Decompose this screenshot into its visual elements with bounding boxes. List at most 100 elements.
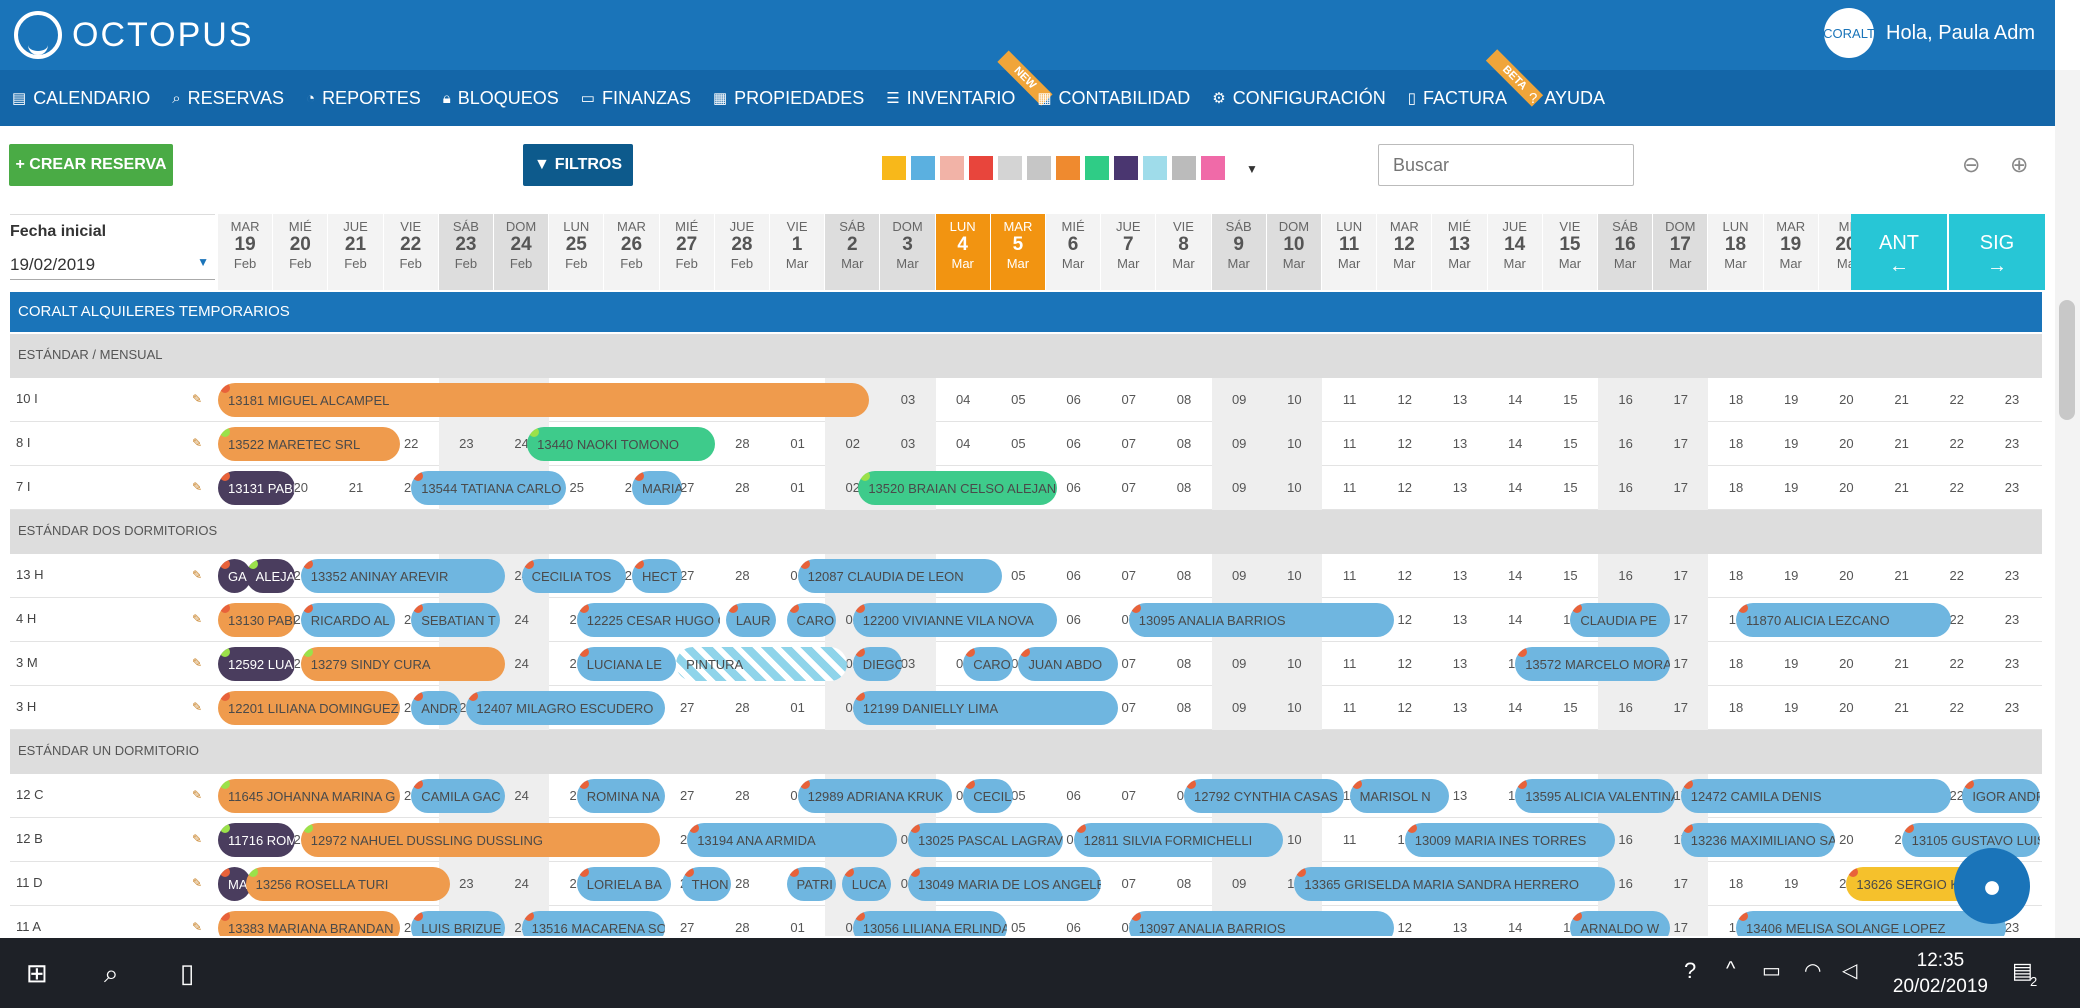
booking-bar[interactable]: JUAN ABDO [1018, 647, 1118, 681]
cleaning-brush-icon[interactable]: ✎ [192, 612, 203, 626]
day-cell[interactable]: 21 [1894, 392, 1909, 407]
next-button[interactable]: SIG → [1949, 214, 2045, 290]
day-cell[interactable]: 01 [790, 480, 805, 495]
day-cell[interactable]: 17 [1653, 862, 1709, 906]
day-cell[interactable]: 23 [2004, 480, 2020, 495]
day-cell[interactable]: 10 [1266, 686, 1322, 730]
day-cell[interactable]: 23 [2004, 700, 2020, 715]
booking-bar[interactable]: MARISOL N [1349, 779, 1449, 813]
day-header[interactable]: MAR 26 Feb [604, 214, 659, 290]
day-cell[interactable]: 21 [1894, 480, 1909, 495]
day-cell[interactable]: 23 [2004, 920, 2020, 935]
booking-bar[interactable]: 13194 ANA ARMIDA [687, 823, 897, 857]
day-cell[interactable]: 14 [1507, 700, 1523, 715]
user-menu[interactable]: CORALT Hola, Paula Adm [1823, 8, 2035, 58]
day-cell[interactable]: 21 [348, 480, 364, 495]
day-cell[interactable]: 22 [1949, 788, 1965, 803]
color-swatch[interactable] [1114, 156, 1138, 180]
booking-bar[interactable]: LUIS BRIZUE [411, 911, 506, 936]
booking-bar[interactable]: 13256 ROSELLA TURI [245, 867, 450, 901]
booking-bar[interactable]: 13056 LILIANA ERLINDA [852, 911, 1008, 936]
day-header[interactable]: DOM 3 Mar [880, 214, 935, 290]
booking-bar[interactable]: ANDR [411, 691, 461, 725]
day-cell[interactable]: 19 [1783, 876, 1799, 891]
nav-item-search[interactable]: ⌕ RESERVAS [172, 88, 284, 109]
day-header[interactable]: SÁB 23 Feb [438, 214, 493, 290]
day-cell[interactable]: 22 [1949, 612, 1965, 627]
day-cell[interactable]: 11 [1342, 832, 1357, 847]
day-cell[interactable]: 11 [1342, 568, 1357, 583]
booking-bar[interactable]: THON [681, 867, 732, 901]
day-cell[interactable]: 08 [1176, 480, 1192, 495]
color-swatch[interactable] [882, 156, 906, 180]
day-cell[interactable]: 22 [403, 436, 419, 451]
scrollbar-thumb[interactable] [2059, 300, 2075, 420]
booking-bar[interactable]: 13352 ANINAY AREVIR [300, 559, 506, 593]
booking-bar[interactable]: DIEGO [852, 647, 903, 681]
day-cell[interactable]: 13 [1452, 436, 1468, 451]
day-cell[interactable]: 18 [1728, 656, 1744, 671]
day-cell[interactable]: 27 [679, 568, 695, 583]
day-cell[interactable]: 22 [1949, 700, 1965, 715]
nav-item-calendar[interactable]: ▤ CALENDARIO [12, 88, 150, 109]
day-cell[interactable]: 06 [1066, 612, 1081, 627]
day-cell[interactable]: 21 [1894, 568, 1909, 583]
cleaning-brush-icon[interactable]: ✎ [192, 920, 203, 934]
nav-item-calculator[interactable]: ▦ CONTABILIDAD [1037, 88, 1190, 109]
booking-bar[interactable]: CLAUDIA PE [1570, 603, 1670, 637]
search-input[interactable] [1378, 144, 1634, 186]
day-cell[interactable]: 06 [1066, 392, 1081, 407]
booking-bar[interactable]: LORIELA BA [576, 867, 671, 901]
booking-bar[interactable]: MA [218, 867, 252, 901]
day-cell[interactable]: 23 [2004, 656, 2020, 671]
day-cell[interactable]: 07 [1121, 568, 1137, 583]
booking-bar[interactable]: 12592 LUAN [218, 647, 296, 681]
day-header[interactable]: JUE 21 Feb [328, 214, 383, 290]
booking-bar[interactable]: 13236 MAXIMILIANO SANTELL [1680, 823, 1836, 857]
day-cell[interactable]: 01 [790, 436, 805, 451]
booking-bar[interactable]: 13544 TATIANA CARLO [411, 471, 566, 505]
day-cell[interactable]: 20 [1839, 436, 1854, 451]
booking-bar[interactable]: 11716 ROMI [218, 823, 296, 857]
day-cell[interactable]: 07 [1121, 700, 1137, 715]
day-cell[interactable]: 02 [825, 422, 881, 466]
color-swatch[interactable] [1056, 156, 1080, 180]
nav-item-pie-chart[interactable]: ◔ REPORTES [306, 88, 421, 109]
day-header[interactable]: DOM 17 Mar [1653, 214, 1708, 290]
octopus-logo[interactable]: OCTOPUS [14, 11, 254, 59]
day-cell[interactable]: 20 [293, 480, 309, 495]
notifications-icon[interactable]: ▤ [2012, 958, 2033, 983]
day-cell[interactable]: 14 [1507, 436, 1523, 451]
booking-bar[interactable]: 12407 MILAGRO ESCUDERO [466, 691, 666, 725]
cleaning-brush-icon[interactable]: ✎ [192, 436, 203, 450]
day-cell[interactable]: 24 [494, 862, 550, 906]
day-cell[interactable]: 01 [790, 920, 805, 935]
booking-bar[interactable]: MARIA [632, 471, 682, 505]
swatch-dropdown-icon[interactable]: ▼ [1246, 162, 1258, 176]
page-scrollbar[interactable] [2055, 70, 2080, 938]
color-swatch[interactable] [911, 156, 935, 180]
booking-bar[interactable]: PATRI [786, 867, 837, 901]
wifi-icon[interactable]: ◠ [1804, 960, 1822, 982]
day-cell[interactable]: 13 [1452, 480, 1468, 495]
chat-button[interactable]: ● [1954, 848, 2030, 924]
day-cell[interactable]: 04 [955, 392, 971, 407]
day-cell[interactable]: 17 [1653, 378, 1709, 422]
cleaning-brush-icon[interactable]: ✎ [192, 656, 203, 670]
cleaning-brush-icon[interactable]: ✎ [192, 788, 203, 802]
day-cell[interactable]: 28 [735, 876, 750, 891]
day-cell[interactable]: 20 [1839, 656, 1854, 671]
day-cell[interactable]: 13 [1452, 700, 1468, 715]
day-cell[interactable]: 10 [1266, 554, 1322, 598]
day-cell[interactable]: 15 [1563, 700, 1578, 715]
booking-bar[interactable]: 13049 MARIA DE LOS ANGELES [908, 867, 1102, 901]
day-cell[interactable]: 05 [1011, 568, 1026, 583]
day-header[interactable]: SÁB 2 Mar [825, 214, 880, 290]
day-header[interactable]: LUN 4 Mar [935, 214, 990, 290]
booking-bar[interactable]: 13440 NAOKI TOMONO [527, 427, 715, 461]
day-cell[interactable]: 08 [1176, 392, 1192, 407]
day-header[interactable]: VIE 8 Mar [1156, 214, 1211, 290]
day-cell[interactable]: 08 [1176, 656, 1192, 671]
color-swatch[interactable] [1143, 156, 1167, 180]
day-header[interactable]: DOM 10 Mar [1266, 214, 1321, 290]
